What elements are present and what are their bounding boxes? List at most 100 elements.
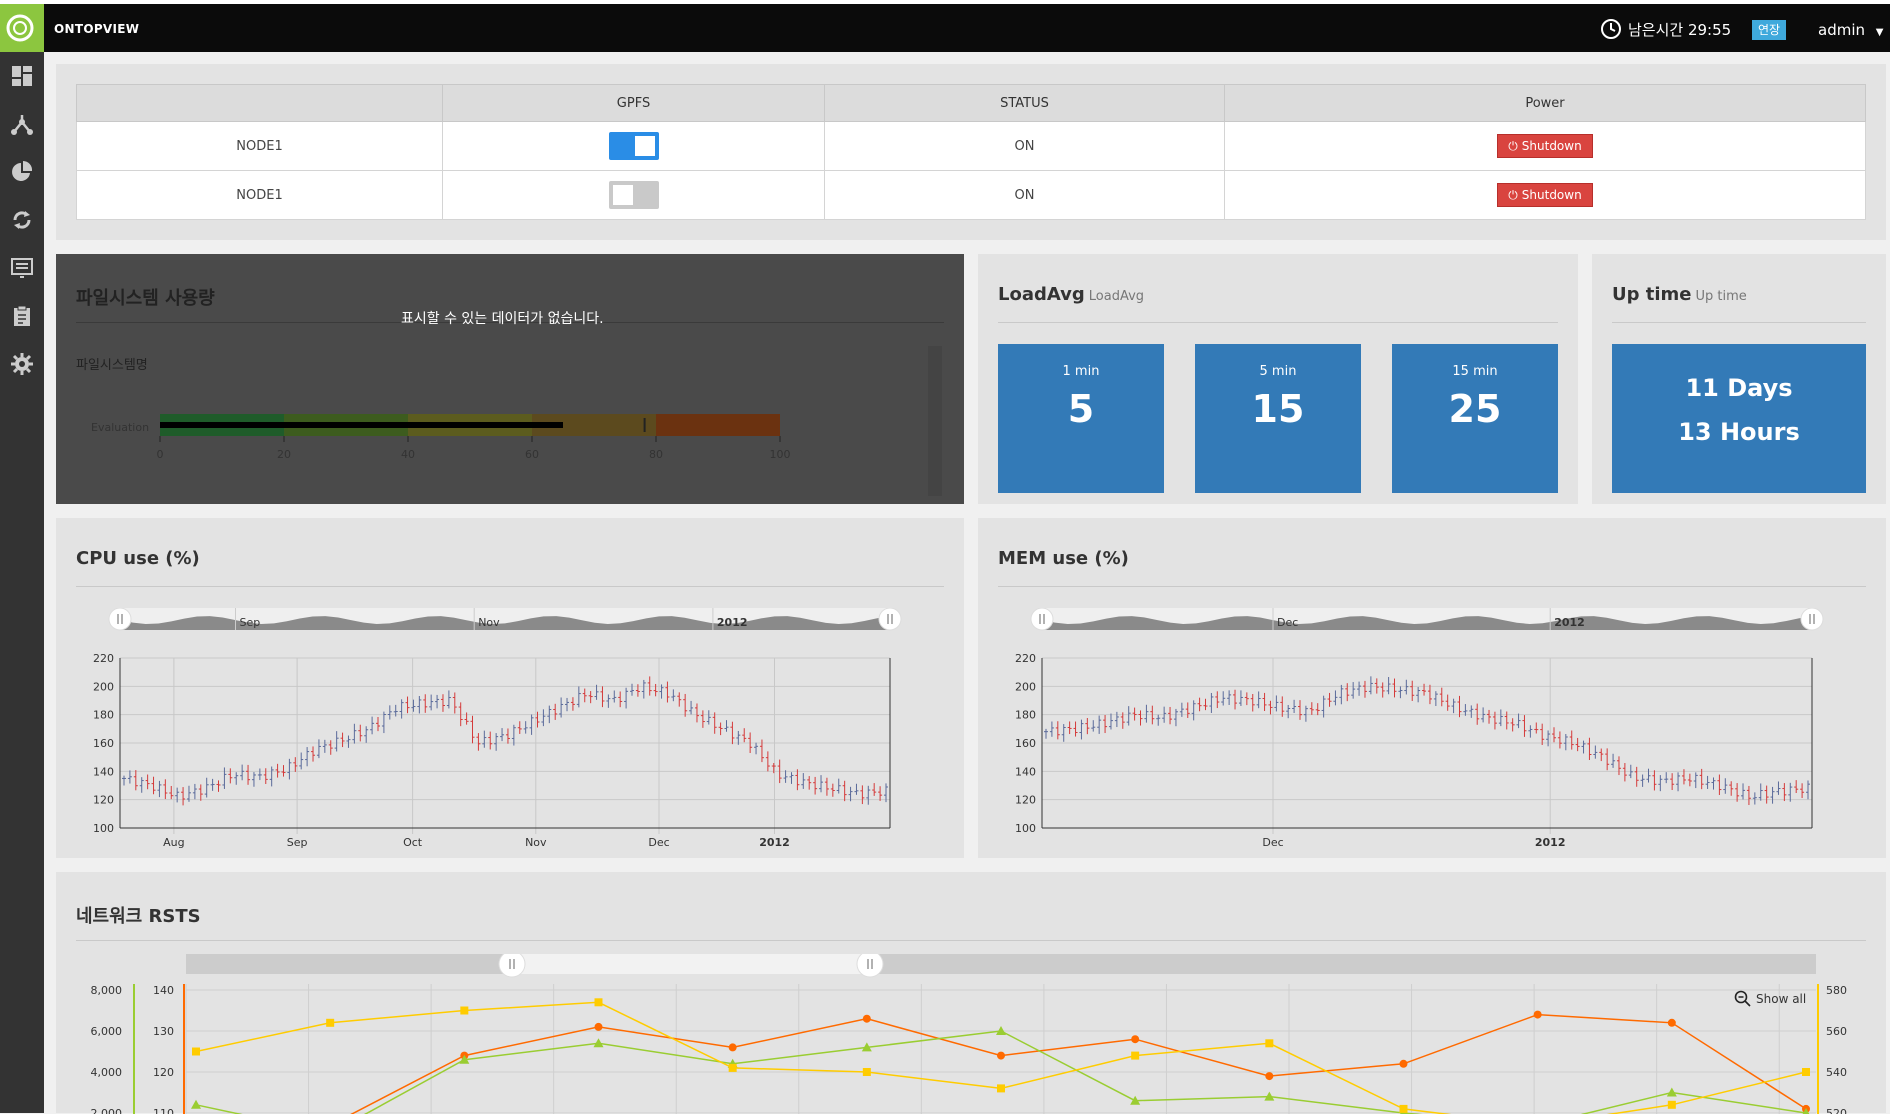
data-point — [1399, 1059, 1408, 1068]
mem-panel: MEM use (%) Dec 2012 220 200 180 160 140 120 100… — [978, 518, 1886, 858]
navigator-handle[interactable] — [108, 608, 132, 631]
y-tick-label: 110 — [153, 1107, 174, 1114]
y-tick-label: 180 — [1015, 709, 1036, 722]
column-header-name — [76, 84, 443, 122]
time-remaining-text: 남은시간 29:55 — [1628, 20, 1732, 39]
bullet-tick-label: 0 — [157, 448, 164, 461]
data-point — [997, 1051, 1005, 1060]
x-tick-label: Oct — [403, 836, 423, 848]
x-tick-label: 2012 — [759, 836, 790, 848]
column-header-power: Power — [1224, 84, 1866, 122]
user-name: admin — [1818, 21, 1865, 39]
y-tick-label: 540 — [1826, 1066, 1847, 1079]
caret-down-icon: ▼ — [1875, 27, 1884, 38]
uptime-days: 11 Days — [1685, 374, 1793, 402]
y-tick-label: 140 — [93, 765, 114, 778]
load-15min-card: 15 min 25 — [1392, 344, 1558, 493]
y-tick-label: 100 — [1015, 822, 1036, 835]
node-name: NODE1 — [76, 121, 443, 171]
navigator-handle[interactable] — [878, 608, 902, 631]
user-menu[interactable]: admin ▼ — [1818, 21, 1883, 39]
filesystem-title: 파일시스템 사용량 — [76, 288, 215, 309]
uptime-hours: 13 Hours — [1678, 418, 1800, 446]
power-icon: ⏻ — [1508, 138, 1518, 153]
handle-grip-icon — [1039, 614, 1045, 624]
node-status: ON — [824, 121, 1225, 171]
bullet-tick-label: 80 — [649, 448, 663, 461]
node-status: ON — [824, 170, 1225, 220]
x-tick-label: Dec — [648, 836, 669, 848]
loadavg-title: LoadAvg LoadAvg — [998, 284, 1145, 305]
bullet-label: Evaluation — [91, 421, 149, 434]
y-tick-label: 6,000 — [91, 1025, 123, 1038]
data-point — [1667, 1018, 1676, 1027]
scrollbar[interactable] — [928, 346, 942, 496]
table-row: NODE1 ON ⏻ Shutdown — [76, 121, 1866, 171]
brand-name: ONTOPVIEW — [54, 22, 140, 36]
navigator-selection — [512, 954, 870, 974]
data-point — [191, 1099, 201, 1109]
navigator-handle[interactable] — [856, 954, 884, 978]
y-tick-label: 120 — [153, 1066, 174, 1079]
cpu-chart: Sep Nov 2012 220 200 180 160 140 120 100 Aug Sep Oct… — [93, 608, 902, 848]
mem-title: MEM use (%) — [998, 548, 1129, 569]
clipboard-icon[interactable] — [10, 304, 34, 328]
session-timer: 남은시간 29:55 — [1600, 18, 1731, 40]
y-tick-label: 120 — [93, 794, 114, 807]
navigator-label: 2012 — [1554, 616, 1585, 629]
shutdown-button[interactable]: ⏻ Shutdown — [1497, 134, 1593, 158]
gear-icon[interactable] — [10, 352, 34, 376]
data-point — [861, 1042, 872, 1052]
y-tick-label: 220 — [1015, 652, 1036, 665]
handle-grip-icon — [117, 614, 123, 624]
y-tick-label: 180 — [93, 709, 114, 722]
y-tick-label: 200 — [1015, 680, 1036, 693]
y-tick-label: 580 — [1826, 984, 1847, 997]
uptime-title: Up time Up time — [1612, 284, 1747, 305]
y-tick-label: 100 — [93, 822, 114, 835]
data-point — [1265, 1072, 1274, 1081]
filesystem-name-label: 파일시스템명 — [76, 358, 148, 373]
data-point — [1533, 1010, 1542, 1019]
navigator-handle[interactable] — [1800, 608, 1824, 631]
show-all-button[interactable]: Show all — [1734, 990, 1806, 1008]
y-tick-label: 160 — [93, 737, 114, 750]
bullet-band — [532, 414, 656, 436]
data-point — [459, 1054, 470, 1064]
navigator-handle[interactable] — [498, 954, 526, 978]
no-data-message: 표시할 수 있는 데이터가 없습니다. — [401, 311, 604, 327]
y-tick-label: 140 — [153, 984, 174, 997]
handle-grip-icon — [509, 959, 515, 969]
bullet-tick-label: 40 — [401, 448, 415, 461]
handle-grip-icon — [887, 614, 893, 624]
y-tick-label: 8,000 — [91, 984, 123, 997]
header-bar — [0, 4, 1890, 52]
data-point — [1265, 1039, 1274, 1048]
shutdown-button[interactable]: ⏻ Shutdown — [1497, 183, 1593, 207]
data-point — [1399, 1104, 1408, 1113]
refresh-icon[interactable] — [10, 208, 34, 232]
y-tick-label: 120 — [1015, 794, 1036, 807]
pie-chart-icon[interactable] — [10, 160, 34, 184]
extend-session-button[interactable]: 연장 — [1752, 20, 1786, 40]
logo[interactable] — [0, 4, 44, 52]
list-icon[interactable] — [10, 256, 34, 280]
gpfs-toggle[interactable] — [608, 181, 659, 209]
network-icon[interactable] — [10, 112, 34, 136]
dashboard-icon[interactable] — [10, 64, 34, 88]
data-point — [594, 1022, 603, 1031]
column-header-gpfs: GPFS — [442, 84, 825, 122]
navigator-handle[interactable] — [1030, 608, 1054, 631]
table-row: NODE1 ON ⏻ Shutdown — [76, 170, 1866, 220]
bullet-tick-label: 20 — [277, 448, 291, 461]
navigator-area — [1042, 616, 1812, 630]
navigator-label: Sep — [240, 616, 261, 629]
navigator-track — [186, 954, 1816, 974]
data-point — [1130, 1095, 1141, 1105]
y-tick-label: 560 — [1826, 1025, 1847, 1038]
navigator-area — [120, 616, 890, 630]
bullet-band — [656, 414, 780, 436]
network-panel: 네트워크 RSTS 8,000 6,000 4,000 2,000 140 130 120 1… — [56, 872, 1886, 1114]
gpfs-toggle[interactable] — [608, 132, 659, 160]
data-point — [1667, 1100, 1676, 1109]
